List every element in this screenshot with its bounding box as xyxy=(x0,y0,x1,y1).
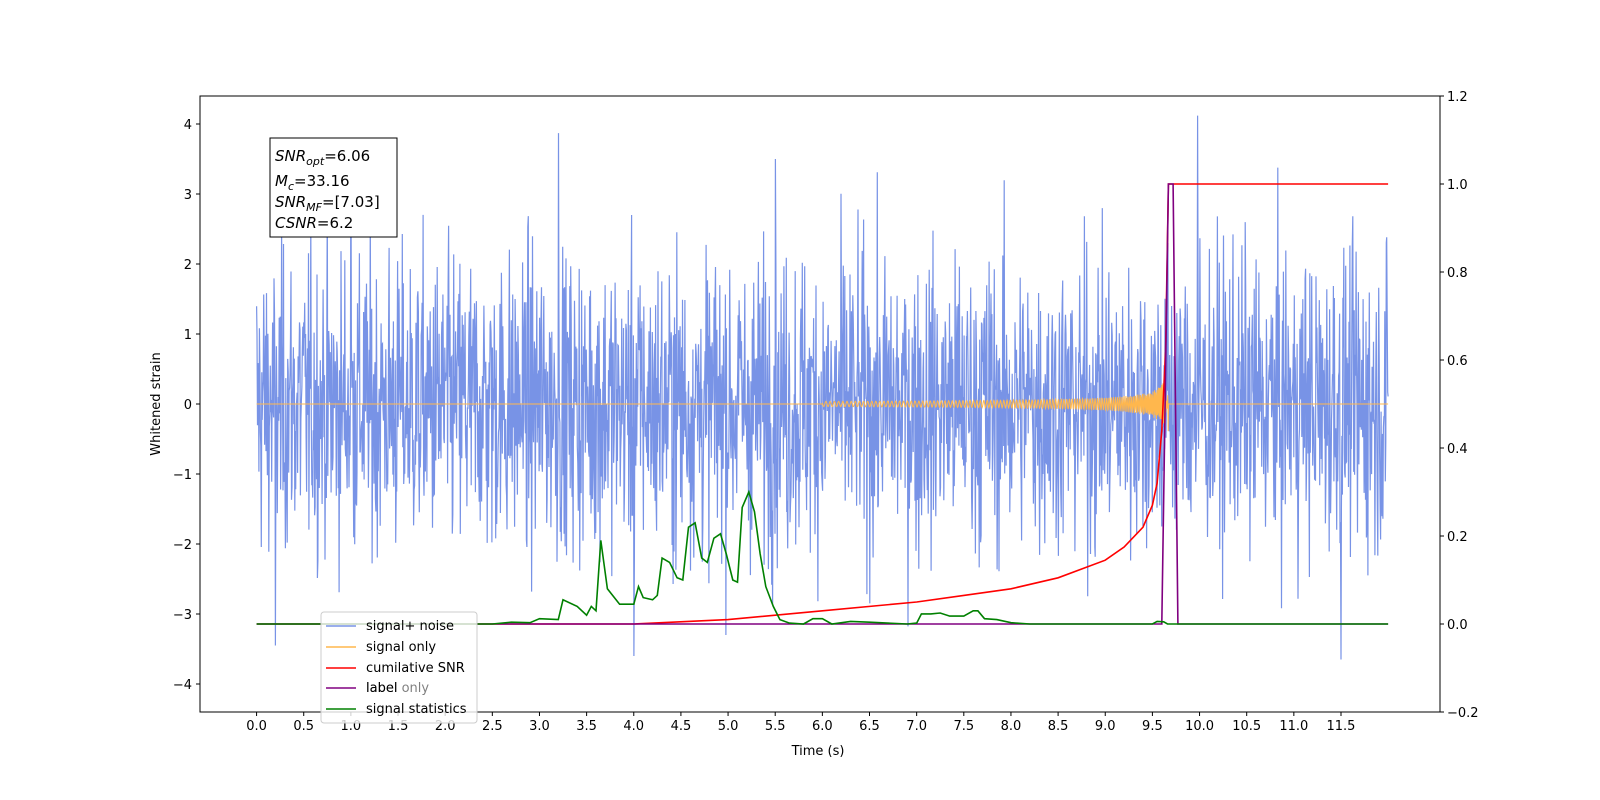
legend: signal+ noise signal only cumilative SNR la… xyxy=(320,611,478,724)
x-tick-label: 11.0 xyxy=(1279,719,1308,734)
y-tick-label: −4 xyxy=(173,678,192,693)
y2-tick-label: 0.8 xyxy=(1447,266,1468,281)
x-tick-label: 9.0 xyxy=(1095,719,1116,734)
y2-tick-label: 1.0 xyxy=(1447,178,1468,193)
y2-tick-label: 0.6 xyxy=(1447,354,1468,369)
legend-label: signal+ noise xyxy=(366,619,454,634)
legend-label: cumilative SNR xyxy=(366,661,465,676)
y-tick-label: 1 xyxy=(184,328,192,343)
stats-box: SNRopt=6.06 Mc=33.16 SNRMF=[7.03] CSNR=6… xyxy=(269,137,398,238)
x-tick-label: 2.5 xyxy=(482,719,503,734)
legend-label: label xyxy=(366,681,397,696)
x-tick-label: 6.5 xyxy=(859,719,880,734)
x-tick-label: 4.5 xyxy=(671,719,692,734)
x-tick-label: 6.0 xyxy=(812,719,833,734)
y-tick-label: 3 xyxy=(184,188,192,203)
y-tick-label: 2 xyxy=(184,258,192,273)
x-tick-label: 0.5 xyxy=(293,719,314,734)
x-tick-label: 0.0 xyxy=(246,719,267,734)
y-tick-label: −2 xyxy=(173,538,192,553)
x-tick-label: 5.5 xyxy=(765,719,786,734)
y2-tick-label: 1.2 xyxy=(1447,90,1468,105)
y-tick-label: 0 xyxy=(184,398,192,413)
stats-box-frame xyxy=(269,137,398,238)
x-tick-label: 3.0 xyxy=(529,719,550,734)
x-tick-label: 3.5 xyxy=(576,719,597,734)
x-axis-label: Time (s) xyxy=(791,744,845,759)
x-tick-label: 10.0 xyxy=(1185,719,1214,734)
x-tick-label: 5.0 xyxy=(718,719,739,734)
x-tick-label: 7.5 xyxy=(953,719,974,734)
legend-label: signal only xyxy=(366,640,436,655)
y2-tick-label: 0.2 xyxy=(1447,530,1468,545)
legend-frame xyxy=(320,611,478,724)
y-tick-label: −1 xyxy=(173,468,192,483)
x-tick-label: 11.5 xyxy=(1327,719,1356,734)
y2-ticks: 1.2 1.0 0.8 0.6 0.4 0.2 0.0 −0.2 xyxy=(1440,90,1479,721)
y2-tick-label: 0.0 xyxy=(1447,618,1468,633)
y-ticks: 4 3 2 1 0 −1 −2 −3 −4 xyxy=(173,118,200,693)
series-layer xyxy=(256,115,1389,660)
x-tick-label: 10.5 xyxy=(1232,719,1261,734)
x-tick-label: 9.5 xyxy=(1142,719,1163,734)
legend-label: signal statistics xyxy=(366,702,467,717)
y-tick-label: −3 xyxy=(173,608,192,623)
series-signal-statistics xyxy=(256,489,1389,625)
y-axis-label: Whitened strain xyxy=(149,352,164,455)
x-tick-label: 8.0 xyxy=(1001,719,1022,734)
x-tick-label: 4.0 xyxy=(623,719,644,734)
stat-csnr: CSNR=6.2 xyxy=(275,214,353,232)
y2-tick-label: 0.4 xyxy=(1447,442,1468,457)
stat-snr-mf: SNRMF=[7.03] xyxy=(275,193,380,214)
x-tick-label: 8.5 xyxy=(1048,719,1069,734)
series-signal-noise xyxy=(256,115,1389,660)
y-tick-label: 4 xyxy=(184,118,192,133)
series-signal-only xyxy=(256,378,1389,432)
series-cumulative-snr xyxy=(256,183,1389,625)
y2-tick-label: −0.2 xyxy=(1447,706,1479,721)
legend-label-label-only: label only xyxy=(366,681,429,696)
stat-mc: Mc=33.16 xyxy=(275,172,350,193)
stat-snr-opt: SNRopt=6.06 xyxy=(275,147,370,168)
x-tick-label: 7.0 xyxy=(906,719,927,734)
